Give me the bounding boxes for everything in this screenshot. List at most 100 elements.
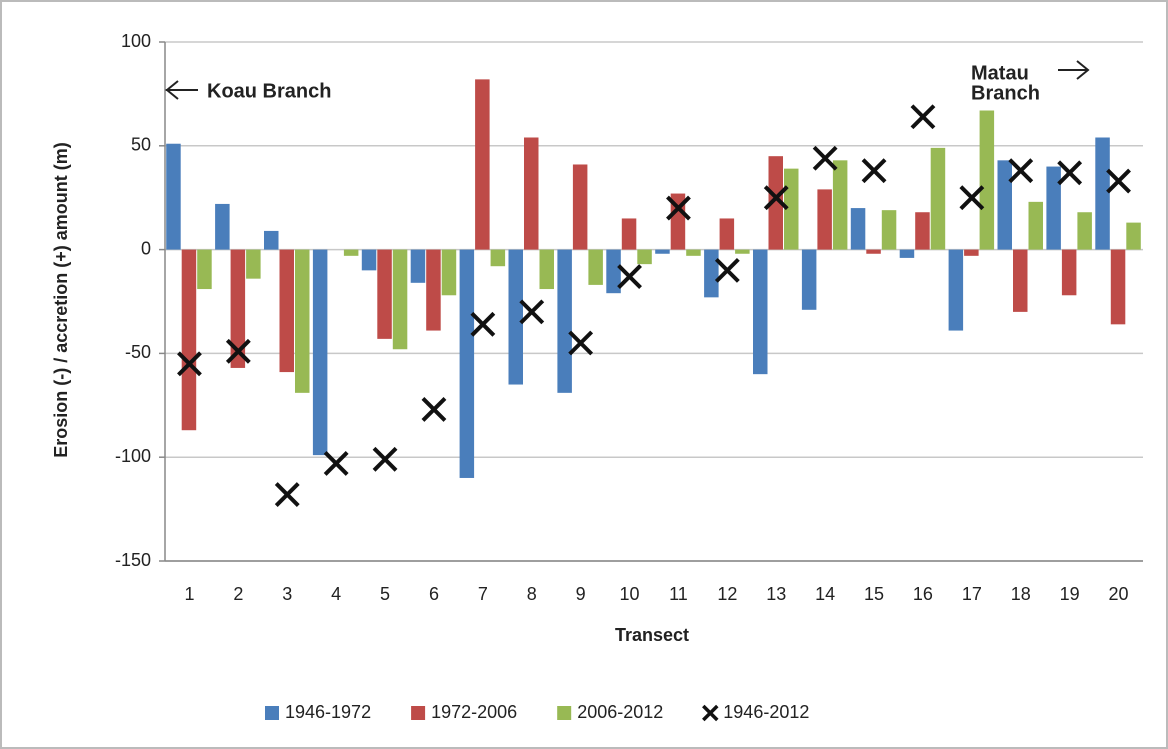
- x-tick-label: 14: [815, 584, 835, 604]
- x-tick-label: 2: [233, 584, 243, 604]
- bar: [850, 208, 866, 250]
- bar: [588, 249, 603, 285]
- bar: [915, 212, 930, 250]
- bar: [930, 147, 946, 250]
- legend-marker: [702, 704, 719, 722]
- arrow-left-head: [165, 80, 179, 100]
- bar: [1126, 222, 1141, 250]
- bar: [490, 249, 506, 267]
- bar: [557, 249, 572, 393]
- x-marker: [519, 299, 545, 325]
- x-tick-label: 8: [527, 584, 537, 604]
- x-marker: [568, 330, 594, 356]
- bar: [1061, 249, 1077, 296]
- y-tick-label: 0: [141, 238, 151, 258]
- bar: [246, 249, 261, 279]
- bar: [392, 249, 408, 350]
- bar: [230, 249, 246, 368]
- x-marker: [1008, 158, 1034, 184]
- y-tick-label: 50: [131, 135, 151, 155]
- bar: [1095, 137, 1110, 250]
- bar: [279, 249, 294, 373]
- bar: [735, 249, 750, 254]
- x-marker: [861, 158, 887, 184]
- bar: [948, 249, 964, 331]
- x-marker: [1057, 160, 1083, 186]
- bar: [1110, 249, 1126, 325]
- x-marker: [617, 264, 642, 290]
- bar: [621, 218, 637, 250]
- x-marker: [666, 195, 691, 221]
- annotation: Matau: [971, 62, 1029, 84]
- bar: [899, 249, 915, 258]
- x-tick-label: 5: [380, 584, 390, 604]
- bar: [704, 249, 719, 298]
- bar: [343, 249, 359, 256]
- annotation: Branch: [971, 82, 1040, 104]
- bar: [817, 189, 832, 250]
- bar: [637, 249, 652, 265]
- bar: [719, 218, 735, 250]
- legend-label: 2006-2012: [577, 702, 663, 722]
- x-tick-label: 6: [429, 584, 439, 604]
- bar: [606, 249, 621, 294]
- x-tick-label: 3: [282, 584, 292, 604]
- annotation: Koau Branch: [207, 80, 331, 102]
- x-marker: [470, 311, 496, 337]
- bar: [832, 160, 848, 250]
- x-tick-label: 13: [766, 584, 786, 604]
- arrow-right-head: [1076, 60, 1090, 80]
- bar: [979, 110, 995, 250]
- x-tick-label: 18: [1011, 584, 1031, 604]
- bar: [181, 249, 197, 431]
- bar: [1013, 249, 1028, 312]
- x-tick-label: 9: [576, 584, 586, 604]
- bar: [410, 249, 426, 283]
- x-tick-label: 17: [962, 584, 982, 604]
- legend-swatch: [411, 706, 426, 720]
- y-tick-label: -50: [125, 342, 151, 362]
- x-marker: [323, 451, 349, 476]
- bar: [312, 249, 328, 456]
- x-tick-label: 7: [478, 584, 488, 604]
- bar: [361, 249, 377, 271]
- x-marker: [177, 351, 202, 377]
- x-marker: [714, 257, 740, 283]
- bar: [264, 230, 279, 250]
- legend-label: 1946-1972: [285, 702, 371, 722]
- bar: [881, 210, 897, 250]
- y-tick-label: -100: [115, 446, 151, 466]
- bar: [1046, 166, 1061, 250]
- bar: [197, 249, 212, 290]
- legend-swatch: [265, 706, 279, 720]
- bar: [964, 249, 979, 256]
- x-marker: [1106, 168, 1131, 194]
- bar: [866, 249, 881, 254]
- legend-label: 1972-2006: [431, 702, 517, 722]
- x-tick-label: 20: [1109, 584, 1129, 604]
- x-tick-label: 4: [331, 584, 341, 604]
- x-marker: [763, 185, 789, 211]
- x-marker: [274, 482, 300, 507]
- bar: [441, 249, 457, 296]
- bar: [377, 249, 392, 339]
- x-axis-label: Transect: [615, 625, 689, 645]
- bar: [539, 249, 554, 290]
- legend-label: 1946-2012: [723, 702, 809, 722]
- bar: [801, 249, 817, 310]
- x-tick-label: 16: [913, 584, 933, 604]
- bar: [997, 160, 1012, 250]
- bar: [426, 249, 441, 331]
- bar: [1077, 212, 1092, 250]
- bar: [768, 156, 783, 250]
- bar: [295, 249, 310, 393]
- bar: [508, 249, 523, 385]
- y-tick-label: -150: [115, 550, 151, 570]
- x-tick-label: 15: [864, 584, 884, 604]
- bar: [753, 249, 768, 375]
- x-marker: [225, 338, 251, 364]
- bar: [655, 249, 670, 254]
- bar: [459, 249, 475, 478]
- bar: [475, 79, 490, 250]
